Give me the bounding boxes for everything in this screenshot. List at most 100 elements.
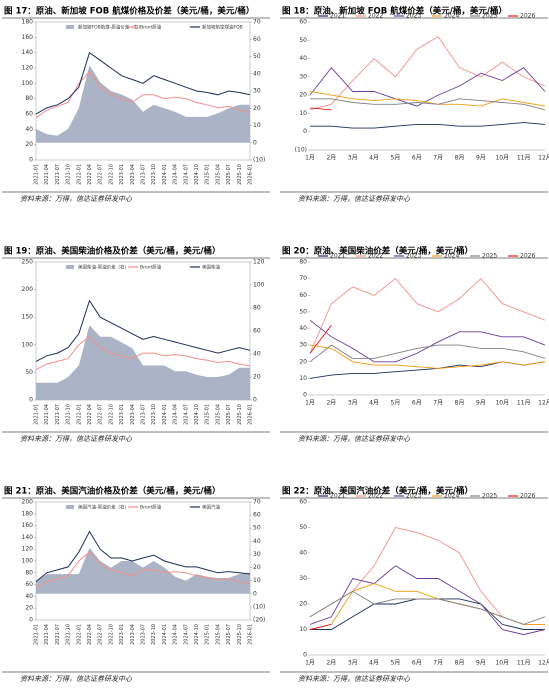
legend-label: 2025 — [482, 13, 497, 20]
y-tick-label: 120 — [22, 65, 34, 72]
legend-label: 2022 — [368, 493, 383, 500]
x-tick-label: 8月 — [455, 155, 465, 162]
x-tick-label: 2024-01 — [162, 624, 168, 645]
legend-label: 2025 — [482, 493, 497, 500]
x-tick-label: 2月 — [326, 400, 336, 407]
y-tick-label: 0 — [29, 617, 33, 624]
line — [309, 565, 546, 636]
x-tick-label: 2023-07 — [141, 404, 147, 425]
x-tick-label: 10月 — [495, 660, 509, 667]
source: 资料来源：万得，信达证券研发中心 — [20, 435, 133, 443]
y2-tick-label: 30 — [253, 551, 261, 558]
figure-title: 图 19：原油、美国柴油价格及价差（美元/桶，美元/桶） — [4, 246, 221, 257]
legend-label: 2023 — [406, 253, 421, 260]
y-tick-label: 120 — [22, 546, 34, 553]
line — [309, 526, 545, 625]
x-tick-label: 2021-07 — [55, 164, 61, 185]
y-tick-label: 200 — [22, 499, 34, 506]
x-tick-label: 6月 — [412, 400, 422, 407]
x-tick-label: 2025-04 — [215, 164, 221, 185]
x-tick-label: 2023-01 — [119, 404, 125, 425]
y-tick-label: 20 — [299, 601, 307, 608]
legend-swatch — [66, 265, 74, 269]
x-tick-label: 7月 — [433, 400, 443, 407]
legend-swatch — [66, 25, 74, 29]
figure-title: 图 21：原油、美国汽油价格及价差（美元/桶，美元/桶） — [4, 486, 221, 497]
y-tick-label: 180 — [22, 19, 34, 26]
legend-label: 2021 — [330, 13, 345, 20]
line — [309, 277, 546, 354]
x-tick-label: 2025-07 — [226, 624, 232, 645]
y-tick-label: 50 — [299, 524, 307, 531]
x-tick-label: 3月 — [348, 660, 358, 667]
y2-tick-label: 40 — [253, 70, 261, 77]
x-tick-label: 2025-04 — [215, 404, 221, 425]
x-tick-label: 2025-10 — [237, 404, 243, 425]
line — [309, 590, 546, 625]
x-tick-label: 2021-04 — [44, 624, 50, 645]
x-tick-label: 2023-04 — [130, 404, 136, 425]
line — [310, 98, 546, 111]
legend-label: 美国汽油-原油价差（右） — [78, 504, 129, 511]
y-tick-label: 40 — [299, 325, 307, 332]
source: 资料来源：万得，信达证券研发中心 — [298, 675, 411, 683]
x-tick-label: 2024-01 — [162, 164, 168, 185]
line — [35, 551, 251, 588]
x-tick-label: 2023-01 — [119, 164, 125, 185]
x-tick-label: 12月 — [538, 660, 549, 667]
y-tick-label: 250 — [22, 259, 34, 266]
y-tick-label: 60 — [25, 111, 33, 118]
x-tick-label: 2021-01 — [34, 404, 40, 425]
y-tick-label: 30 — [299, 575, 307, 582]
y-tick-label: 40 — [25, 126, 33, 133]
y-tick-label: 160 — [22, 522, 34, 529]
y-tick-label: 40 — [299, 550, 307, 557]
y-tick-label: 180 — [22, 510, 34, 517]
legend-label: 2022 — [368, 13, 383, 20]
x-tick-label: 2023-10 — [151, 164, 157, 185]
y-tick-label: 40 — [299, 55, 307, 62]
x-tick-label: 2022-07 — [98, 164, 104, 185]
legend-label: 2024 — [444, 493, 459, 500]
x-tick-label: 2025-07 — [226, 164, 232, 185]
legend-label: 2024 — [444, 13, 459, 20]
y-tick-label: 0 — [29, 157, 33, 164]
y2-tick-label: 20 — [253, 374, 261, 381]
x-tick-label: 2021-10 — [66, 164, 72, 185]
line — [309, 583, 545, 630]
x-tick-label: 4月 — [369, 660, 379, 667]
y2-tick-label: (10) — [253, 603, 265, 610]
legend-label: 美国柴油 — [202, 264, 220, 271]
x-tick-label: 6月 — [412, 155, 422, 162]
figure-title: 图 20：原油、美国柴油价差（美元/桶，美元/桶） — [282, 246, 473, 257]
x-tick-label: 2024-04 — [173, 164, 179, 185]
source: 资料来源：万得，信达证券研发中心 — [20, 675, 133, 683]
x-tick-label: 2024-01 — [162, 404, 168, 425]
x-tick-label: 2025-10 — [237, 164, 243, 185]
x-tick-label: 9月 — [476, 155, 486, 162]
y2-tick-label: 40 — [253, 538, 261, 545]
source: 资料来源：万得，信达证券研发中心 — [298, 195, 411, 203]
figure-title: 图 22：原油、美国汽油价差（美元/桶，美元/桶） — [282, 486, 473, 497]
legend-label: 2021 — [330, 253, 345, 260]
plot-frame — [35, 501, 251, 621]
x-tick-label: 11月 — [517, 400, 531, 407]
y-tick-label: 80 — [299, 259, 307, 266]
y-tick-label: 0 — [303, 392, 307, 399]
y2-tick-label: 50 — [253, 525, 261, 532]
x-tick-label: 11月 — [517, 155, 531, 162]
y2-tick-label: 0 — [253, 139, 257, 146]
x-tick-label: 2024-04 — [173, 404, 179, 425]
y-tick-label: 30 — [299, 342, 307, 349]
y2-tick-label: 120 — [253, 259, 265, 266]
x-tick-label: 2022-04 — [87, 164, 93, 185]
x-tick-label: 5月 — [391, 400, 401, 407]
x-tick-label: 12月 — [538, 155, 549, 162]
y-tick-label: 0 — [303, 128, 307, 135]
x-tick-label: 1月 — [305, 155, 315, 162]
line — [309, 319, 546, 363]
legend-label: 2023 — [406, 13, 421, 20]
y-tick-label: 80 — [25, 95, 33, 102]
y2-tick-label: 60 — [253, 328, 261, 335]
line — [35, 530, 251, 582]
